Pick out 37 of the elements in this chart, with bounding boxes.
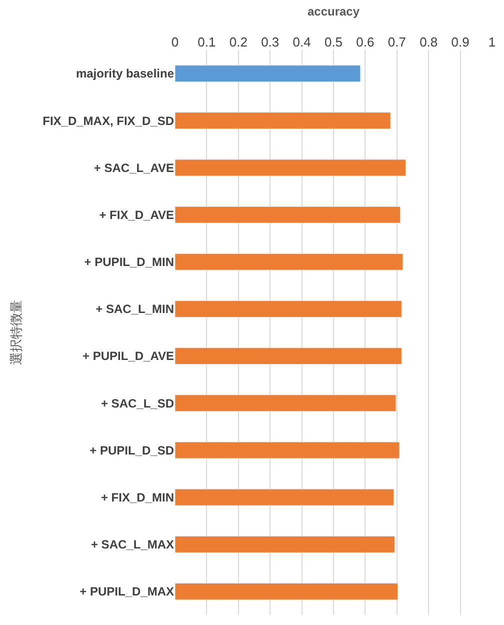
x-tick-label: 0.4 <box>292 34 311 50</box>
y-tick-label: FIX_D_MAX, FIX_D_SD <box>42 114 174 128</box>
y-tick-label: + SAC_L_SD <box>100 396 174 410</box>
x-tick-label: 1 <box>488 34 496 50</box>
y-tick-label: + PUPIL_D_MIN <box>84 255 174 270</box>
y-tick-label: + PUPIL_D_SD <box>90 443 174 458</box>
bar <box>175 488 394 506</box>
x-tick-label: 0.5 <box>324 34 343 50</box>
bar <box>175 65 361 82</box>
x-axis-title: accuracy <box>307 4 360 19</box>
bar <box>175 300 402 318</box>
x-tick-label: 0.8 <box>420 34 438 50</box>
y-tick-label: + PUPIL_D_MAX <box>80 584 174 599</box>
y-axis-title: 選択特徴量 <box>8 300 24 365</box>
bar <box>175 206 401 224</box>
y-tick-label: + PUPIL_D_AVE <box>82 349 174 364</box>
y-tick-label: + FIX_D_MIN <box>100 490 174 504</box>
x-tick-label: 0.2 <box>229 34 248 50</box>
x-tick-label: 0.3 <box>261 34 280 50</box>
y-tick-label: + SAC_L_MIN <box>96 302 174 316</box>
y-tick-label: majority baseline <box>76 66 174 81</box>
y-tick-label: + SAC_L_MAX <box>90 538 174 552</box>
bar <box>175 582 398 600</box>
bar <box>175 394 396 412</box>
x-tick-label: 0.9 <box>451 34 470 50</box>
bar <box>175 442 400 459</box>
y-tick-label: + SAC_L_AVE <box>94 160 174 175</box>
x-tick-label: 0 <box>171 34 179 50</box>
x-tick-label: 0.1 <box>198 34 216 50</box>
bar <box>175 536 395 553</box>
bar <box>175 348 402 365</box>
bar <box>175 253 404 270</box>
y-tick-label: + FIX_D_AVE <box>99 208 174 222</box>
bar <box>175 112 391 130</box>
bar <box>175 159 406 176</box>
x-tick-label: 0.7 <box>388 34 406 50</box>
x-tick-label: 0.6 <box>356 34 374 50</box>
